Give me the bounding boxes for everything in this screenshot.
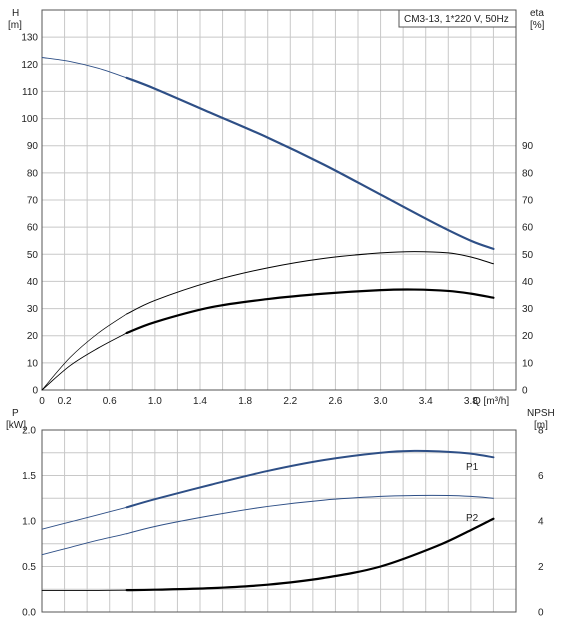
- y-tick-label: 1.0: [22, 517, 36, 528]
- P1-curve: [125, 449, 495, 509]
- y-tick-label-right: 4: [538, 517, 544, 528]
- eta_bold-curve-thin: [41, 332, 128, 391]
- y-tick-label-right: 90: [522, 141, 534, 152]
- chart-title: CM3-13, 1*220 V, 50Hz: [404, 14, 509, 25]
- lower-right-axis-unit: [m]: [534, 420, 548, 431]
- upper-left-axis-name: H: [12, 8, 19, 19]
- y-tick-label: 0.0: [22, 608, 36, 619]
- upper-right-axis-name: eta: [530, 8, 544, 19]
- y-tick-label: 120: [21, 60, 38, 71]
- y-tick-label: 60: [27, 223, 39, 234]
- y-tick-label: 50: [27, 250, 39, 261]
- x-tick-label: 1.0: [148, 396, 162, 407]
- y-tick-label: 2.0: [22, 426, 36, 437]
- y-tick-label: 1.5: [22, 471, 36, 482]
- y-tick-label: 130: [21, 33, 38, 44]
- eta_thin-curve: [126, 251, 494, 315]
- y-tick-label-right: 8: [538, 426, 544, 437]
- chart-title-box: CM3-13, 1*220 V, 50Hz: [398, 9, 517, 28]
- H-curve-thin: [41, 57, 128, 79]
- x-tick-label: 0.2: [58, 396, 72, 407]
- P2-curve-thin: [41, 533, 128, 556]
- lower-grid: [42, 430, 516, 612]
- NPSH-curve: [125, 517, 495, 592]
- y-tick-label: 90: [27, 141, 39, 152]
- p2-series-label: P2: [466, 513, 479, 524]
- y-tick-label-right: 80: [522, 168, 534, 179]
- y-tick-label: 0: [32, 386, 38, 397]
- upper-chart: 0 0.2 0.6 1.0 1.4 1.8 2.2 2.6 3.0 3.4 3.8 0 10 20 30 4…: [8, 8, 545, 407]
- upper-series: [41, 57, 495, 391]
- x-tick-label: 2.2: [283, 396, 297, 407]
- upper-x-ticks: 0 0.2 0.6 1.0 1.4 1.8 2.2 2.6 3.0 3.4 3.8: [39, 396, 478, 407]
- upper-left-axis-unit: [m]: [8, 20, 22, 31]
- upper-left-y-ticks: 0 10 20 30 40 50 60 70 80 90 100 110 120 130: [21, 33, 38, 397]
- y-tick-label: 0.5: [22, 562, 36, 573]
- lower-left-axis-unit: [kW]: [6, 420, 26, 431]
- x-tick-label: 0: [39, 396, 45, 407]
- lower-left-axis-name: P: [12, 408, 19, 419]
- y-tick-label: 40: [27, 277, 39, 288]
- lower-right-y-ticks: 0 2 4 6 8: [538, 426, 544, 619]
- x-tick-label: 3.4: [419, 396, 433, 407]
- y-tick-label-right: 2: [538, 562, 544, 573]
- H-curve: [125, 76, 495, 250]
- x-tick-label: 1.4: [193, 396, 207, 407]
- lower-series: [41, 449, 495, 592]
- y-tick-label: 70: [27, 196, 39, 207]
- x-tick-label: 1.8: [238, 396, 252, 407]
- p1-series-label: P1: [466, 462, 479, 473]
- y-tick-label: 100: [21, 114, 38, 125]
- y-tick-label-right: 20: [522, 331, 534, 342]
- x-tick-label: 0.6: [103, 396, 117, 407]
- x-tick-label: 3.8: [464, 396, 478, 407]
- y-tick-label: 80: [27, 168, 39, 179]
- y-tick-label-right: 60: [522, 223, 534, 234]
- upper-right-y-ticks: 0 10 20 30 40 50 60 70 80 90: [522, 141, 534, 396]
- y-tick-label: 10: [27, 358, 39, 369]
- lower-plot-frame: [41, 429, 517, 613]
- y-tick-label-right: 0: [538, 608, 544, 619]
- lower-left-y-ticks: 0.0 0.5 1.0 1.5 2.0: [22, 426, 36, 619]
- y-tick-label-right: 10: [522, 358, 534, 369]
- upper-plot-frame: [41, 9, 517, 391]
- y-tick-label-right: 0: [522, 386, 528, 397]
- lower-chart: 0.0 0.5 1.0 1.5 2.0 0 2 4 6 8 P [kW] NPSH [m] P1…: [6, 408, 555, 619]
- y-tick-label: 30: [27, 304, 39, 315]
- y-tick-label-right: 70: [522, 196, 534, 207]
- upper-right-axis-unit: [%]: [530, 20, 545, 31]
- lower-right-axis-name: NPSH: [527, 408, 555, 419]
- eta_thin-curve-thin: [41, 313, 127, 391]
- P2-curve: [126, 494, 494, 535]
- x-axis-label: Q [m³/h]: [473, 396, 509, 407]
- P1-curve-thin: [41, 506, 128, 530]
- eta_bold-curve: [125, 288, 495, 335]
- y-tick-label-right: 40: [522, 277, 534, 288]
- x-tick-label: 2.6: [328, 396, 342, 407]
- y-tick-label-right: 50: [522, 250, 534, 261]
- y-tick-label-right: 30: [522, 304, 534, 315]
- upper-grid: [42, 10, 516, 390]
- y-tick-label-right: 6: [538, 471, 544, 482]
- y-tick-label: 20: [27, 331, 39, 342]
- y-tick-label: 110: [22, 87, 38, 98]
- x-tick-label: 3.0: [374, 396, 388, 407]
